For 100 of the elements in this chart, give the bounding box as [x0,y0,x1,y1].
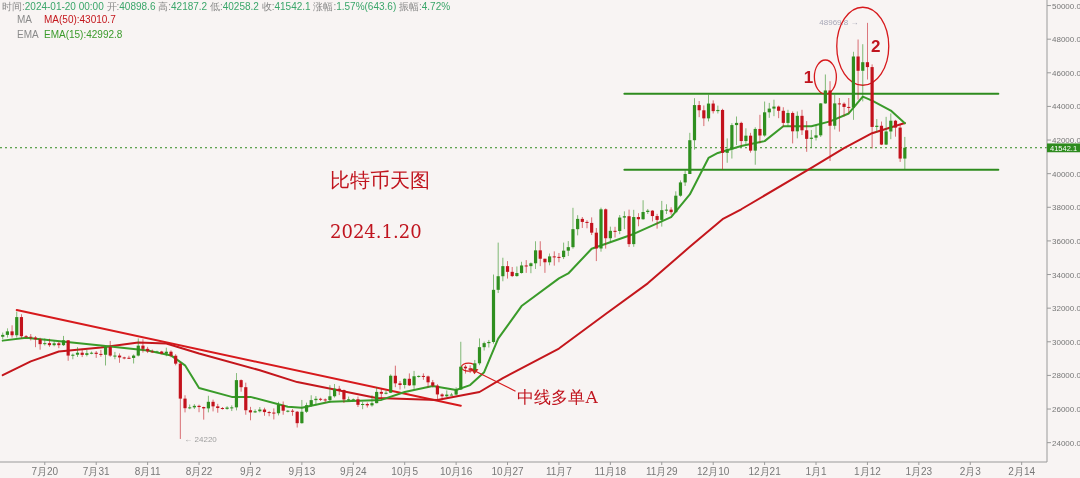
candlestick [842,101,846,117]
y-tick-label: 44000.0 [1052,102,1080,112]
candlestick [10,324,14,338]
x-tick-label: 10月5 [391,466,419,477]
x-tick-label: 11月29 [646,466,678,477]
candlestick [613,226,617,238]
candlestick [220,406,225,410]
candlestick [641,199,645,221]
y-tick-label: 34000.0 [1052,270,1080,280]
x-tick-label: 11月18 [594,466,627,477]
candlestick [19,313,24,339]
candlestick [781,106,785,128]
candlestick [533,240,538,270]
x-tick-label: 11月7 [545,466,573,477]
text: MA(50):43010.7 [44,14,117,25]
candlestick [856,39,860,101]
candlestick [183,394,187,413]
x-tick-label: 2月14 [1008,466,1036,477]
candlestick [272,407,276,420]
y-tick-label: 30000.0 [1052,337,1080,347]
candlestick [795,111,799,139]
candlestick [38,337,42,351]
candlestick [791,111,795,144]
x-tick-label: 9月13 [288,466,316,477]
y-tick-label: 40000.0 [1052,169,1080,179]
candlestick [865,22,870,80]
candlestick [43,338,47,346]
candlestick [655,213,659,230]
x-tick-label: 12月10 [697,466,730,477]
text: 2024.1.20 [330,221,422,242]
candlestick [52,340,56,347]
candlestick [543,258,547,274]
candlestick [454,386,458,396]
x-tick-label: 7月31 [82,466,110,477]
candlestick [155,350,159,353]
candlestick [660,200,664,228]
candlestick [763,101,767,138]
candlestick [758,114,762,144]
candlestick [814,124,818,141]
candlestick [772,99,776,117]
candlestick [290,408,295,417]
candlestick [459,341,463,391]
candlestick [398,380,402,390]
candlestick [267,410,271,417]
annotation: MA [17,14,33,25]
candlestick [99,349,103,358]
x-tick-label: 12月21 [748,466,782,477]
x-tick-label: 1月12 [854,466,882,477]
candlestick [66,339,70,362]
candlestick [739,121,743,147]
candlestick [239,379,243,393]
candlestick [529,262,533,274]
candlestick [412,370,416,390]
x-tick-label: 2月3 [959,466,982,477]
candlestick [29,333,33,341]
x-tick-label: 10月27 [491,466,525,477]
candlestick [524,259,528,274]
annotation: 中线多单A [517,387,599,408]
y-tick-label: 42000.0 [1052,136,1080,146]
candlestick [744,127,748,145]
candlestick [847,97,851,114]
candlestick [244,382,248,416]
y-tick-label: 28000.0 [1052,371,1080,381]
candlestick [15,311,19,338]
candlestick [328,384,332,404]
candlestick [748,132,753,154]
x-tick-label: 7月20 [31,466,59,477]
candlestick [24,334,28,338]
candlestick [805,120,809,153]
candlestick [356,396,360,408]
candlestick [753,126,757,166]
candlestick [552,250,556,267]
y-tick-label: 36000.0 [1052,236,1080,246]
candlestick [496,242,500,294]
x-tick-label: 8月22 [185,466,213,477]
y-tick-label: 32000.0 [1052,304,1080,314]
candlestick [576,214,580,236]
text: EMA(15):42992.8 [44,29,123,40]
candlestick [674,190,678,214]
candlestick [884,116,888,146]
candlestick [501,257,505,282]
candlestick [85,349,89,357]
y-tick-label: 38000.0 [1052,203,1080,213]
candlestick [426,375,430,388]
candlestick [538,240,542,267]
candlestick [557,252,561,263]
x-tick-label: 9月24 [339,466,368,477]
candlestick [197,404,201,413]
y-tick-label: 24000.0 [1052,438,1080,448]
candlestick [837,97,841,133]
candlestick [566,240,570,257]
candlestick [800,109,804,136]
candlestick [351,398,355,401]
candlestick [113,351,117,360]
candlestick [347,396,351,402]
candlestick [211,399,215,412]
annotation: 2 [871,37,881,57]
x-tick-label: 1月23 [905,466,933,477]
candlestick [169,349,173,358]
y-tick-label: 26000.0 [1052,405,1080,415]
